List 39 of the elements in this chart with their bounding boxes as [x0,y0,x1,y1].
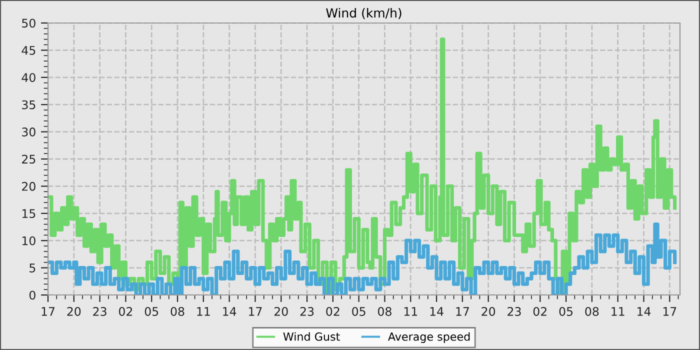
legend-label: Average speed [388,332,470,343]
x-tick-label: 23 [508,307,521,316]
x-tick-label: 23 [93,307,106,316]
x-tick-label: 17 [663,307,676,316]
x-tick-label: 08 [378,307,392,316]
legend-label: Wind Gust [283,332,340,341]
chart-title: Wind (km/h) [326,8,402,20]
x-tick-label: 20 [482,307,496,316]
x-tick-label: 14 [430,307,444,316]
y-tick-label: 5 [30,264,36,272]
x-tick-label: 02 [533,307,546,316]
x-tick-label: 17 [42,307,54,316]
y-tick-label: 10 [22,236,36,246]
y-tick-label: 45 [22,46,36,55]
x-tick-label: 05 [559,307,573,316]
x-tick-label: 20 [274,307,288,316]
x-tick-label: 20 [67,307,81,316]
y-tick-label: 20 [22,182,36,191]
x-tick-label: 11 [612,307,624,316]
x-tick-label: 14 [223,307,236,316]
x-tick-label: 23 [300,307,314,316]
x-tick-label: 11 [197,307,210,316]
y-tick-label: 35 [22,100,36,110]
y-tick-label: 25 [22,154,36,164]
x-tick-label: 17 [456,307,469,316]
x-tick-label: 05 [144,307,158,316]
x-tick-label: 08 [170,307,184,316]
x-tick-label: 17 [249,307,262,316]
y-tick-label: 50 [22,18,36,28]
x-tick-label: 05 [352,307,366,316]
x-tick-label: 02 [118,307,132,316]
x-tick-label: 14 [638,307,651,316]
y-tick-label: 15 [22,209,36,218]
x-tick-label: 08 [585,307,599,316]
x-tick-label: 11 [404,307,418,316]
y-tick-label: 0 [29,290,36,300]
y-tick-label: 30 [22,128,36,136]
x-tick-label: 02 [326,307,340,316]
y-tick-label: 40 [22,73,36,82]
